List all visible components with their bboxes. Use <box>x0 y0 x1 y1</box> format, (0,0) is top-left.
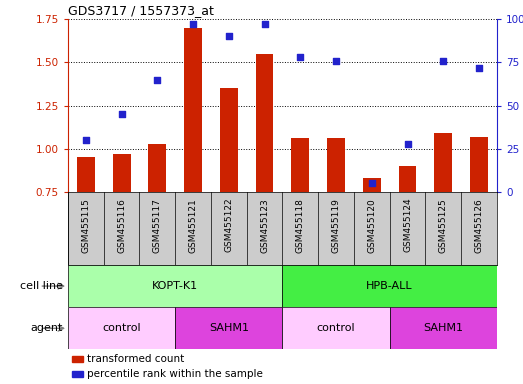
Text: GSM455121: GSM455121 <box>189 198 198 253</box>
Bar <box>72 356 83 362</box>
Point <box>82 137 90 143</box>
Text: SAHM1: SAHM1 <box>209 323 249 333</box>
Text: control: control <box>317 323 355 333</box>
Bar <box>112 154 131 192</box>
Text: control: control <box>103 323 141 333</box>
Text: GSM455120: GSM455120 <box>367 198 376 253</box>
Bar <box>390 307 497 349</box>
Point <box>332 58 340 64</box>
Text: cell line: cell line <box>20 281 63 291</box>
Point <box>117 111 126 118</box>
Text: percentile rank within the sample: percentile rank within the sample <box>87 369 263 379</box>
Point <box>260 22 269 28</box>
Text: agent: agent <box>30 323 63 333</box>
Point <box>368 180 376 187</box>
Text: transformed count: transformed count <box>87 354 185 364</box>
Text: HPB-ALL: HPB-ALL <box>366 281 413 291</box>
Bar <box>68 265 282 307</box>
Bar <box>220 88 238 192</box>
Text: GSM455115: GSM455115 <box>82 198 90 253</box>
Bar <box>363 178 381 192</box>
Point <box>475 65 483 71</box>
Point <box>439 58 447 64</box>
Bar <box>149 144 166 192</box>
Bar <box>77 157 95 192</box>
Bar <box>282 307 390 349</box>
Text: GSM455125: GSM455125 <box>439 198 448 253</box>
Point <box>403 141 412 147</box>
Text: GSM455118: GSM455118 <box>296 198 305 253</box>
Bar <box>72 371 83 377</box>
Text: GSM455122: GSM455122 <box>224 198 233 252</box>
Bar <box>327 139 345 192</box>
Text: SAHM1: SAHM1 <box>423 323 463 333</box>
Point <box>296 54 304 60</box>
Bar <box>256 54 274 192</box>
Text: GSM455126: GSM455126 <box>474 198 483 253</box>
Bar <box>470 137 488 192</box>
Text: GSM455116: GSM455116 <box>117 198 126 253</box>
Text: GSM455119: GSM455119 <box>332 198 340 253</box>
Point <box>189 22 197 28</box>
Text: KOPT-K1: KOPT-K1 <box>152 281 198 291</box>
Bar <box>291 139 309 192</box>
Bar <box>68 307 175 349</box>
Point <box>224 33 233 40</box>
Point <box>153 77 162 83</box>
Bar <box>282 265 497 307</box>
Text: GSM455117: GSM455117 <box>153 198 162 253</box>
Text: GDS3717 / 1557373_at: GDS3717 / 1557373_at <box>68 3 214 17</box>
Bar <box>399 166 416 192</box>
Bar <box>434 133 452 192</box>
Text: GSM455123: GSM455123 <box>260 198 269 253</box>
Text: GSM455124: GSM455124 <box>403 198 412 252</box>
Bar <box>175 307 282 349</box>
Bar <box>184 28 202 192</box>
